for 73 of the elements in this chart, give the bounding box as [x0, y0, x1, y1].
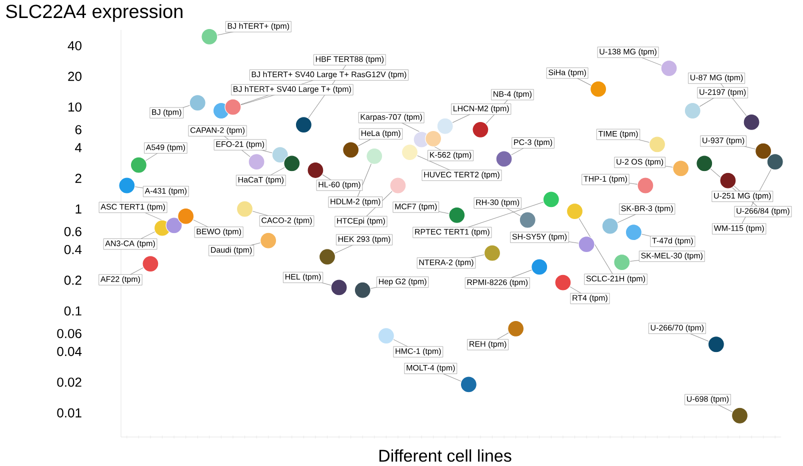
annotation: HUVEC TERT2 (tpm) [424, 172, 500, 180]
annotation: HDLM-2 (tpm) [330, 198, 380, 206]
annotation: U-87 MG (tpm) [690, 74, 743, 82]
annotation: PC-3 (tpm) [514, 139, 552, 147]
annotation: THP-1 (tpm) [584, 176, 627, 184]
annotation: MCF7 (tpm) [395, 203, 437, 211]
annotation: AF22 (tpm) [100, 276, 140, 284]
y-tick-label: 6 [75, 125, 82, 134]
annotation: SK-BR-3 (tpm) [621, 205, 673, 213]
annotation: MOLT-4 (tpm) [406, 364, 455, 372]
y-tick-label: 0.2 [64, 276, 82, 285]
annotation: RT4 (tpm) [572, 294, 608, 302]
annotation: U-2 OS (tpm) [616, 158, 664, 166]
x-axis-title: Different cell lines [379, 449, 512, 462]
annotation: SK-MEL-30 (tpm) [641, 252, 702, 260]
annotation: A549 (tpm) [146, 144, 185, 152]
annotation: T-47d (tpm) [652, 238, 693, 246]
annotation: HTCEpi (tpm) [337, 218, 385, 226]
annotation: U-266/84 (tpm) [736, 208, 790, 216]
annotation: RH-30 (tpm) [476, 199, 520, 207]
y-tick-label: 0.01 [57, 408, 82, 418]
annotation: BJ hTERT+ SV40 Large T+ (tpm) [234, 86, 351, 94]
annotation: U-138 MG (tpm) [600, 48, 656, 56]
annotation: BJ (tpm) [152, 109, 182, 117]
annotation: HBF TERT88 (tpm) [316, 56, 384, 64]
annotation: Karpas-707 (tpm) [360, 114, 422, 122]
y-tick-label: 20 [68, 72, 82, 81]
annotation: HL-60 (tpm) [318, 182, 360, 189]
annotation: A-431 (tpm) [144, 188, 186, 196]
annotation: U-266/70 (tpm) [650, 324, 704, 332]
chart-title: SLC22A4 expression [6, 4, 182, 22]
annotation: TIME (tpm) [598, 130, 638, 138]
y-tick-label: 2 [75, 174, 82, 183]
annotation: U-937 (tpm) [702, 137, 744, 145]
annotation: WM-115 (tpm) [714, 225, 764, 233]
annotation: BJ hTERT+ SV40 Large T+ RasG12V (tpm) [252, 71, 406, 79]
annotation: HEL (tpm) [285, 274, 321, 282]
annotation: REH (tpm) [470, 340, 506, 348]
annotation: NTERA-2 (tpm) [419, 259, 474, 267]
annotation: Daudi (tpm) [211, 246, 252, 254]
annotation: U-251 MG (tpm) [714, 192, 771, 200]
annotation: SiHa (tpm) [548, 69, 586, 77]
y-tick-label: 0.1 [64, 306, 82, 316]
y-tick-label: 0.4 [64, 244, 82, 254]
annotation: Hep G2 (tpm) [379, 278, 426, 286]
annotation: HEK 293 (tpm) [338, 236, 390, 244]
annotation: HeLa (tpm) [361, 130, 400, 138]
annotation: NB-4 (tpm) [494, 90, 532, 98]
annotation: U-2197 (tpm) [700, 89, 746, 96]
annotation: LHCN-M2 (tpm) [454, 105, 509, 113]
y-tick-label: 0.04 [57, 346, 82, 356]
annotation: HaCaT (tpm) [238, 176, 284, 184]
annotation: SCLC-21H (tpm) [586, 276, 646, 283]
y-tick-label: 40 [68, 41, 82, 50]
y-tick-label: 0.06 [57, 328, 82, 338]
y-tick-label: 10 [68, 102, 82, 112]
annotation: RPTEC TERT1 (tpm) [415, 228, 490, 236]
annotation: HMC-1 (tpm) [396, 348, 441, 356]
y-tick-label: 1 [76, 204, 82, 214]
y-tick-label: 4 [75, 143, 82, 152]
annotation: BJ hTERT+ (tpm) [228, 22, 290, 30]
annotation: BEWO (tpm) [196, 228, 241, 236]
annotation: CACO-2 (tpm) [262, 217, 312, 225]
annotation: CAPAN-2 (tpm) [190, 127, 245, 135]
annotation: U-698 (tpm) [687, 396, 729, 404]
annotation: AN3-CA (tpm) [105, 240, 155, 248]
annotation: ASC TERT1 (tpm) [100, 204, 165, 212]
annotation: EFO-21 (tpm) [216, 141, 264, 149]
annotation: RPMI-8226 (tpm) [467, 279, 528, 287]
annotation: K-562 (tpm) [430, 152, 472, 160]
y-tick-label: 0.6 [64, 227, 82, 236]
annotation: SH-SY5Y (tpm) [512, 234, 567, 242]
y-tick-label: 0.02 [57, 378, 82, 387]
